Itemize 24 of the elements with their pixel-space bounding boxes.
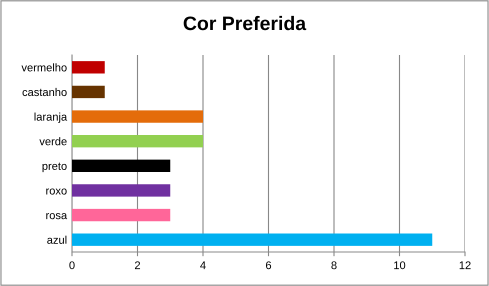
bar bbox=[72, 61, 105, 74]
x-tick-label: 8 bbox=[331, 261, 337, 270]
chart-title: Cor Preferida bbox=[184, 16, 306, 30]
x-tick-label: 12 bbox=[460, 261, 471, 270]
bar bbox=[72, 208, 170, 222]
y-tick-label: azul bbox=[47, 236, 66, 244]
y-tick-label: vermelho bbox=[21, 63, 67, 72]
x-tick-label: 10 bbox=[394, 261, 406, 270]
x-tick-label: 0 bbox=[69, 261, 75, 270]
y-tick-label: laranja bbox=[34, 112, 68, 123]
y-tick-label: verde bbox=[39, 137, 67, 146]
bar bbox=[72, 160, 170, 172]
bar bbox=[72, 184, 170, 197]
y-tick-label: castanho bbox=[22, 88, 67, 96]
y-tick-label: preto bbox=[42, 162, 67, 172]
x-tick-label: 4 bbox=[200, 261, 206, 270]
x-tick-label: 6 bbox=[266, 261, 272, 270]
bar bbox=[72, 234, 432, 246]
bar bbox=[72, 110, 203, 123]
bar bbox=[72, 135, 203, 148]
x-tick-label: 2 bbox=[134, 261, 140, 270]
y-tick-label: roxo bbox=[46, 188, 67, 195]
y-tick-label: rosa bbox=[46, 213, 68, 220]
bar bbox=[72, 86, 105, 98]
